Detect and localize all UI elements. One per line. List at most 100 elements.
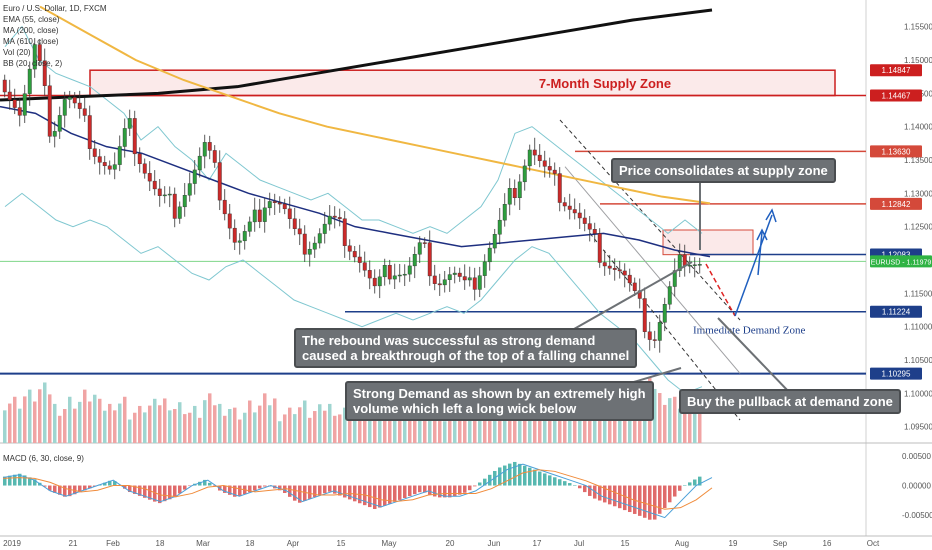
candle-body bbox=[222, 199, 227, 215]
candles bbox=[2, 38, 702, 353]
candle-body bbox=[567, 205, 572, 210]
candle-body bbox=[342, 218, 347, 246]
y-tick-label: 1.13500 bbox=[904, 156, 932, 165]
price-level-tag-text: 1.12083 bbox=[882, 250, 911, 259]
macd-bar bbox=[523, 465, 527, 486]
macd-bar bbox=[408, 485, 412, 497]
volume-bar bbox=[518, 401, 522, 443]
volume-bar bbox=[563, 402, 567, 443]
volume-bar bbox=[313, 411, 317, 443]
volume-bar bbox=[348, 419, 352, 443]
macd-bar bbox=[568, 483, 572, 486]
volume-bar bbox=[118, 403, 122, 443]
volume-bar bbox=[63, 409, 67, 443]
candle-body bbox=[422, 242, 427, 244]
volume-bar bbox=[183, 414, 187, 443]
macd-bar bbox=[543, 473, 547, 486]
volume-bar bbox=[58, 415, 62, 443]
macd-bar bbox=[313, 485, 317, 497]
candle-body bbox=[442, 279, 447, 286]
macd-bar bbox=[188, 485, 192, 487]
supply-zone-box bbox=[89, 69, 836, 97]
macd-bar bbox=[353, 485, 357, 502]
y-tick-label: 1.09500 bbox=[904, 423, 932, 432]
rebound-pointer bbox=[559, 261, 693, 338]
candle-body bbox=[172, 193, 177, 219]
macd-bar bbox=[183, 485, 187, 490]
candle-body bbox=[352, 251, 357, 258]
macd-bar bbox=[428, 485, 432, 495]
macd-bar bbox=[678, 485, 682, 491]
volume-bar bbox=[288, 407, 292, 443]
candle-body bbox=[292, 218, 297, 229]
candle-body bbox=[77, 102, 82, 109]
candle-body bbox=[482, 261, 487, 276]
volume-bar bbox=[178, 402, 182, 443]
macd-bar bbox=[108, 480, 112, 486]
candle-body bbox=[527, 149, 532, 167]
candle-body bbox=[672, 270, 677, 287]
macd-bar bbox=[78, 485, 82, 493]
macd-bar bbox=[443, 485, 447, 498]
price-level-tag: 1.14467 bbox=[870, 89, 922, 102]
candle-body bbox=[377, 276, 382, 287]
macd-bar bbox=[233, 485, 237, 497]
volume-bar bbox=[223, 415, 227, 443]
volume-bar bbox=[188, 412, 192, 443]
volume-bar bbox=[388, 415, 392, 443]
volume-bar bbox=[153, 398, 157, 443]
x-tick-label: Jun bbox=[488, 539, 501, 548]
candle-body bbox=[27, 68, 32, 94]
candle-body bbox=[677, 254, 682, 271]
volume-bar bbox=[438, 409, 442, 443]
macd-bar bbox=[263, 485, 267, 487]
candle-body bbox=[452, 272, 457, 275]
volume-bar bbox=[363, 412, 367, 443]
volume-bar bbox=[588, 405, 592, 443]
candle-body bbox=[477, 275, 482, 290]
volume-bar bbox=[598, 405, 602, 443]
candle-body bbox=[12, 99, 17, 108]
macd-bar bbox=[528, 467, 532, 486]
candle-body bbox=[102, 162, 107, 167]
macd-bar bbox=[168, 485, 172, 500]
current-price-tag: EURUSD - 1.11979 bbox=[870, 255, 932, 268]
candle-body bbox=[82, 108, 87, 116]
volume-bar bbox=[48, 394, 52, 443]
macd-bar bbox=[73, 485, 77, 495]
macd-bar bbox=[503, 465, 507, 486]
candle-body bbox=[7, 91, 12, 100]
candle-body bbox=[357, 256, 362, 263]
volume-bar bbox=[123, 396, 127, 443]
volume-bar bbox=[238, 419, 242, 443]
price-level-tag: 1.13630 bbox=[870, 145, 922, 158]
candle-body bbox=[52, 131, 57, 137]
candle-body bbox=[72, 97, 77, 104]
candle-body bbox=[17, 107, 22, 116]
macd-bar bbox=[448, 485, 452, 498]
candle-body bbox=[282, 203, 287, 210]
indicator-ema: EMA (55, close) bbox=[3, 15, 60, 24]
macd-bar bbox=[468, 485, 472, 491]
candle-body bbox=[182, 195, 187, 208]
projection-up-short bbox=[757, 231, 763, 276]
price-level-tag-bg bbox=[870, 64, 922, 77]
volume-bar bbox=[358, 400, 362, 443]
x-tick-label: May bbox=[381, 539, 396, 548]
candle-body bbox=[117, 146, 122, 165]
candle-body bbox=[157, 188, 162, 196]
price-level-tag-bg bbox=[870, 89, 922, 102]
macd-bar bbox=[128, 485, 132, 493]
macd-bar bbox=[693, 479, 697, 486]
volume-bar bbox=[698, 405, 702, 443]
macd-bar bbox=[488, 474, 492, 486]
candle-body bbox=[97, 156, 102, 163]
volume-bar bbox=[463, 412, 467, 443]
macd-bar bbox=[138, 485, 142, 496]
candle-body bbox=[682, 254, 687, 266]
candle-body bbox=[202, 142, 207, 157]
candle-body bbox=[322, 223, 327, 234]
candle-body bbox=[132, 118, 137, 155]
volume-bar bbox=[3, 410, 7, 443]
